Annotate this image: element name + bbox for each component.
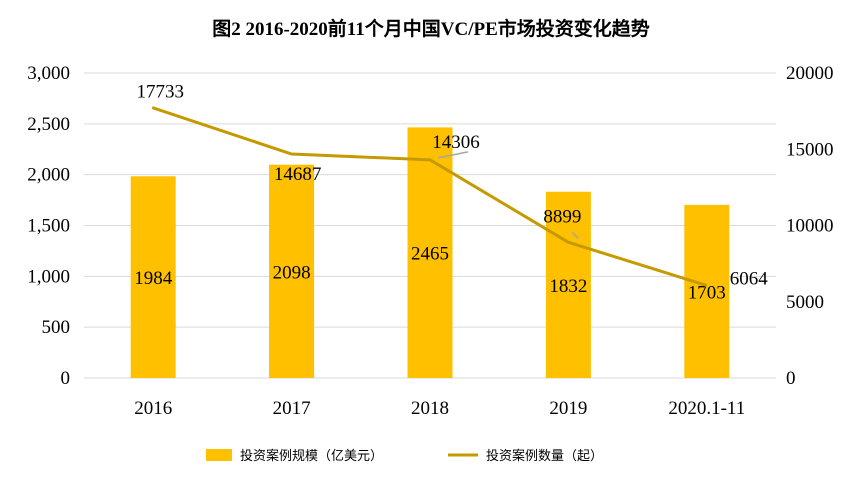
x-tick-label: 2019: [549, 398, 587, 419]
line-path: [151, 106, 708, 287]
legend-label-line: 投资案例数量（起）: [486, 448, 603, 464]
right-tick-label: 0: [786, 368, 796, 389]
right-tick-label: 20000: [786, 63, 834, 84]
line-data-labels: 17733 14687 14306 8899 6064: [136, 82, 768, 290]
x-tick-label: 2018: [411, 398, 449, 419]
bar-series: [130, 127, 730, 379]
line-value-label: 6064: [730, 269, 769, 290]
right-tick-label: 5000: [786, 292, 824, 313]
bar: [545, 191, 591, 378]
bar: [269, 164, 315, 378]
legend-swatch-bar: [206, 449, 232, 461]
left-tick-label: 1,000: [27, 266, 70, 287]
x-tick-label: 2016: [134, 398, 172, 419]
left-tick-label: 2,500: [27, 114, 70, 135]
chart-title: 图2 2016-2020前11个月中国VC/PE市场投资变化趋势: [212, 19, 650, 40]
x-tick-label: 2020.1-11: [668, 398, 745, 419]
line-value-label: 14306: [432, 132, 480, 153]
bar-data-labels: 1984 2098 2465 1832 1703: [134, 244, 726, 304]
leader-line: [437, 151, 469, 159]
left-tick-label: 0: [61, 368, 71, 389]
left-tick-label: 500: [42, 317, 71, 338]
left-tick-label: 2,000: [27, 165, 70, 186]
bar-value-label: 2098: [273, 262, 311, 283]
bar-value-label: 2465: [411, 244, 449, 265]
line-series: [151, 106, 708, 287]
bar-value-label: 1703: [688, 282, 726, 303]
category-labels: 2016 2017 2018 2019 2020.1-11: [134, 398, 745, 419]
x-tick-label: 2017: [273, 398, 311, 419]
left-axis-ticks: 0 500 1,000 1,500 2,000 2,500 3,000: [27, 63, 70, 389]
right-tick-label: 15000: [786, 139, 834, 160]
right-axis-ticks: 0 5000 10000 15000 20000: [786, 63, 834, 389]
line-value-label: 8899: [543, 206, 581, 227]
left-tick-label: 3,000: [27, 63, 70, 84]
legend-label-bar: 投资案例规模（亿美元）: [240, 448, 383, 464]
right-tick-label: 10000: [786, 216, 834, 237]
line-value-label: 17733: [136, 82, 184, 103]
bar: [684, 204, 730, 378]
left-tick-label: 1,500: [27, 216, 70, 237]
legend: 投资案例规模（亿美元） 投资案例数量（起）: [206, 448, 603, 464]
bar: [130, 176, 176, 378]
leader-line: [571, 231, 579, 239]
bar-value-label: 1832: [549, 276, 587, 297]
line-value-label: 14687: [274, 164, 322, 185]
bar-value-label: 1984: [134, 268, 173, 289]
